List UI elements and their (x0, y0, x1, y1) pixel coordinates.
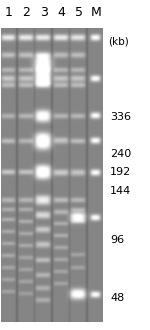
Text: 3: 3 (40, 6, 48, 18)
Text: 240: 240 (110, 149, 131, 159)
Text: 48: 48 (110, 293, 124, 303)
Text: 144: 144 (110, 186, 131, 196)
Text: M: M (91, 6, 101, 18)
Text: 192: 192 (110, 167, 131, 177)
Text: 5: 5 (75, 6, 83, 18)
Text: 336: 336 (110, 112, 131, 122)
Text: 2: 2 (22, 6, 30, 18)
Text: 96: 96 (110, 235, 124, 245)
Text: (kb): (kb) (108, 37, 129, 47)
Text: 4: 4 (57, 6, 65, 18)
Text: 1: 1 (5, 6, 13, 18)
